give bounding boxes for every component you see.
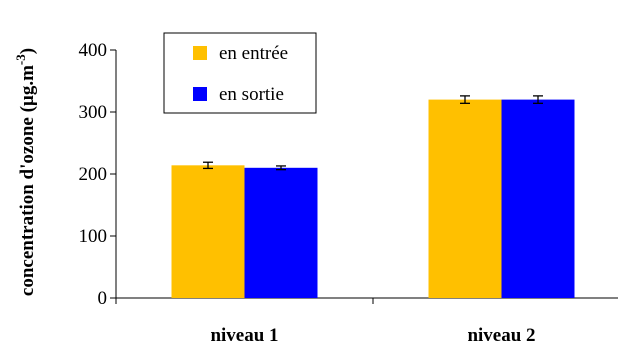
bar [428, 99, 502, 298]
error-bars [203, 95, 543, 171]
y-tick-label: 0 [98, 288, 108, 309]
x-tick-label: niveau 1 [210, 325, 278, 346]
legend-box [163, 32, 317, 114]
legend-label-en-sortie: en sortie [219, 84, 284, 105]
bars [171, 99, 575, 298]
y-tick-label: 400 [79, 40, 108, 61]
bar [244, 167, 318, 298]
legend-swatch-en-sortie [193, 87, 207, 101]
bar [171, 165, 245, 298]
x-axis: niveau 1 niveau 2 [115, 297, 618, 346]
y-axis-title-sup: -3 [13, 54, 28, 65]
y-axis-title: concentration d'ozone (µg.m-3) [13, 48, 38, 296]
legend-label-en-entree: en entrée [219, 43, 288, 64]
y-tick-label: 100 [79, 226, 108, 247]
y-ticks: 0 100 200 300 400 [79, 40, 116, 309]
y-tick-label: 300 [79, 102, 108, 123]
y-axis-title-end: ) [17, 48, 38, 54]
bar [501, 99, 575, 298]
legend: en entrée en sortie [163, 32, 317, 114]
y-axis: 0 100 200 300 400 [79, 40, 117, 309]
x-tick-label: niveau 2 [467, 325, 535, 346]
legend-swatch-en-entree [193, 46, 207, 60]
x-ticks: niveau 1 niveau 2 [115, 298, 536, 346]
y-tick-label: 200 [79, 164, 108, 185]
y-axis-title-main: concentration d'ozone (µg.m [17, 65, 38, 296]
